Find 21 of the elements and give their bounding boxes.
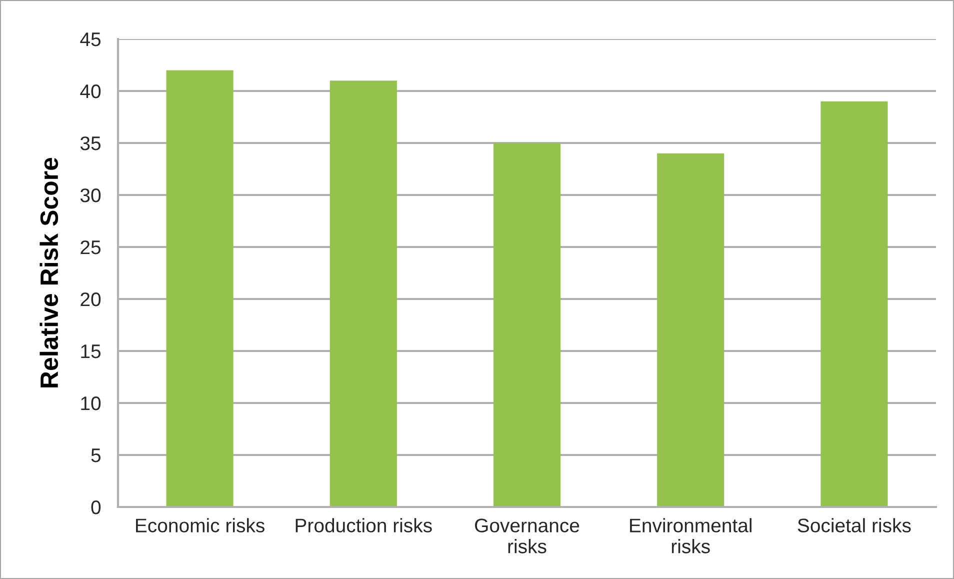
x-tick-label: Governance risks	[475, 518, 580, 554]
y-tick-label: 0	[91, 500, 101, 514]
bar	[166, 70, 234, 507]
x-tick-label: Environmental risks	[630, 518, 752, 554]
y-tick-label: 15	[81, 344, 101, 358]
x-tick-label: Economic risks	[136, 518, 264, 532]
bar	[657, 153, 724, 507]
y-tick-label: 45	[80, 32, 101, 46]
y-tick-label: 20	[80, 292, 101, 306]
y-tick-label: 5	[91, 448, 101, 462]
y-tick-label: 35	[80, 136, 101, 150]
x-tick-label: Production risks	[296, 518, 432, 532]
bar	[330, 80, 397, 507]
y-tick-label: 30	[80, 188, 101, 202]
x-tick-label: Societal risks	[798, 518, 911, 532]
y-tick-label: 25	[80, 240, 101, 254]
bar	[493, 143, 561, 507]
y-tick-label: 10	[81, 396, 101, 410]
y-tick-label: 40	[80, 84, 101, 98]
y-axis-title: Relative Risk Score	[40, 158, 58, 388]
bar	[820, 101, 888, 507]
